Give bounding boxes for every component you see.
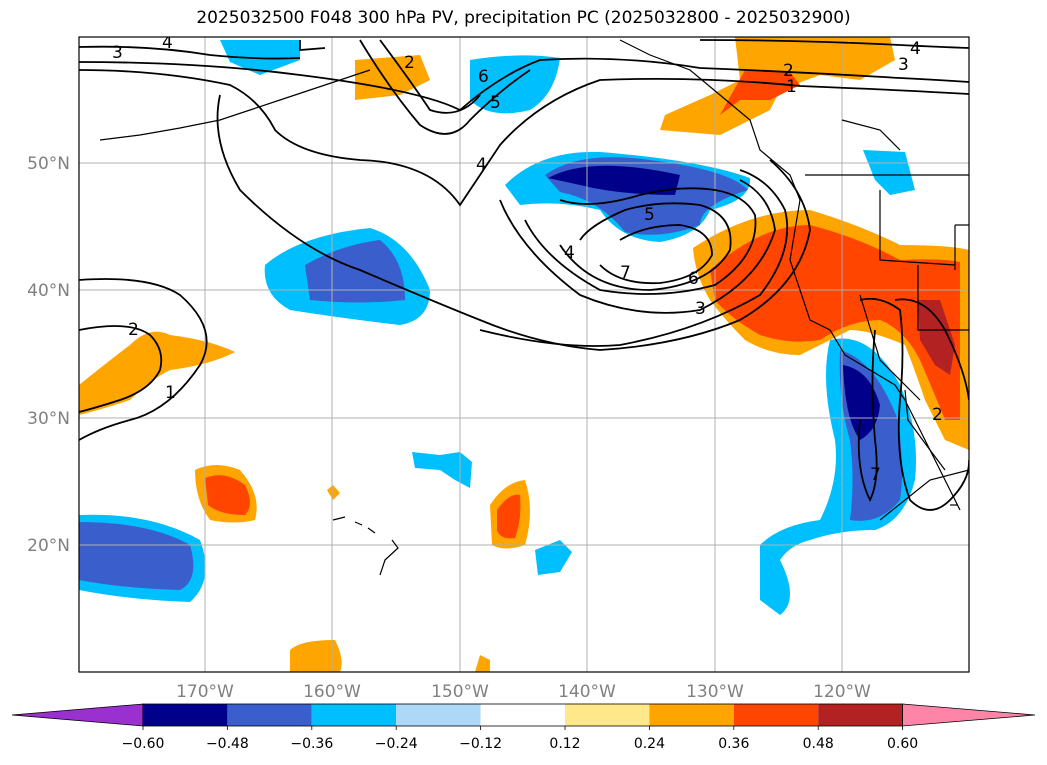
colorbar-frame [142, 703, 903, 727]
lon-label: 130°W [686, 682, 744, 702]
longitude-labels: 170°W 160°W 150°W 140°W 130°W 120°W [176, 682, 871, 702]
colorbar-tick-label: −0.12 [459, 736, 502, 752]
contour-label: 3 [112, 43, 123, 63]
contour-label: 2 [783, 61, 794, 81]
colorbar-extend-low [11, 703, 144, 727]
contour-label: 1 [165, 383, 176, 403]
colorbar-segment [733, 704, 819, 726]
lat-label: 40°N [27, 281, 70, 301]
lon-label: 170°W [176, 682, 234, 702]
colorbar-extend-high [902, 703, 1036, 727]
contour-label: 2 [932, 405, 943, 425]
latitude-labels: 50°N 40°N 30°N 20°N [27, 154, 70, 556]
colorbar-tick-label: 0.12 [549, 736, 580, 752]
colorbar-tick-label: 0.48 [803, 736, 834, 752]
lon-label: 160°W [303, 682, 361, 702]
lat-label: 20°N [27, 536, 70, 556]
colorbar-tick-label: −0.36 [290, 736, 333, 752]
colorbar-segment [649, 704, 734, 726]
contour-label: 2 [128, 320, 139, 340]
colorbar-segment [396, 704, 481, 726]
colorbar-segment [311, 704, 397, 726]
lon-label: 120°W [813, 682, 871, 702]
colorbar-tick-label: 0.36 [718, 736, 749, 752]
lat-label: 30°N [27, 409, 70, 429]
colorbar-segment [227, 704, 312, 726]
contour-label: 1 [786, 77, 797, 97]
contour-label: 4 [162, 33, 173, 53]
colorbar-tick-label: −0.24 [375, 736, 418, 752]
map-frame [78, 36, 970, 673]
coastlines [99, 39, 969, 576]
contour-label: 4 [476, 155, 487, 175]
colorbar-tick-label: −0.48 [206, 736, 249, 752]
lon-label: 150°W [431, 682, 489, 702]
colorbar-segment [480, 704, 565, 726]
colorbar-segment [818, 704, 903, 726]
contour-label: 5 [490, 93, 501, 113]
pv-contour-labels: 3 4 2 1 6 5 4 5 4 7 6 3 2 1 4 3 2 7 2 [112, 33, 943, 485]
lat-label: 50°N [27, 154, 70, 174]
contour-label: 3 [695, 299, 706, 319]
map-title: 2025032500 F048 300 hPa PV, precipitatio… [196, 8, 851, 28]
precip-shading [79, 37, 969, 672]
colorbar-segment [565, 704, 650, 726]
graticule [79, 37, 969, 672]
contour-label: 6 [478, 67, 489, 87]
contour-label: 3 [898, 55, 909, 75]
colorbar: −0.60 −0.48 −0.36 −0.24 −0.12 0.12 0.24 0.36 0.4… [11, 703, 1036, 752]
contour-label: 4 [910, 39, 921, 59]
contour-label: 4 [564, 243, 575, 263]
colorbar-tick-label: −0.60 [122, 736, 165, 752]
contour-label: 6 [688, 269, 699, 289]
contour-label: 7 [620, 263, 631, 283]
lon-label: 140°W [558, 682, 616, 702]
contour-label: 2 [404, 53, 415, 73]
pv-contours [79, 39, 969, 511]
colorbar-tick-label: 0.24 [634, 736, 665, 752]
colorbar-tick-label: 0.60 [887, 736, 918, 752]
colorbar-segment [143, 704, 228, 726]
contour-label: 7 [870, 465, 881, 485]
contour-label: 5 [644, 205, 655, 225]
